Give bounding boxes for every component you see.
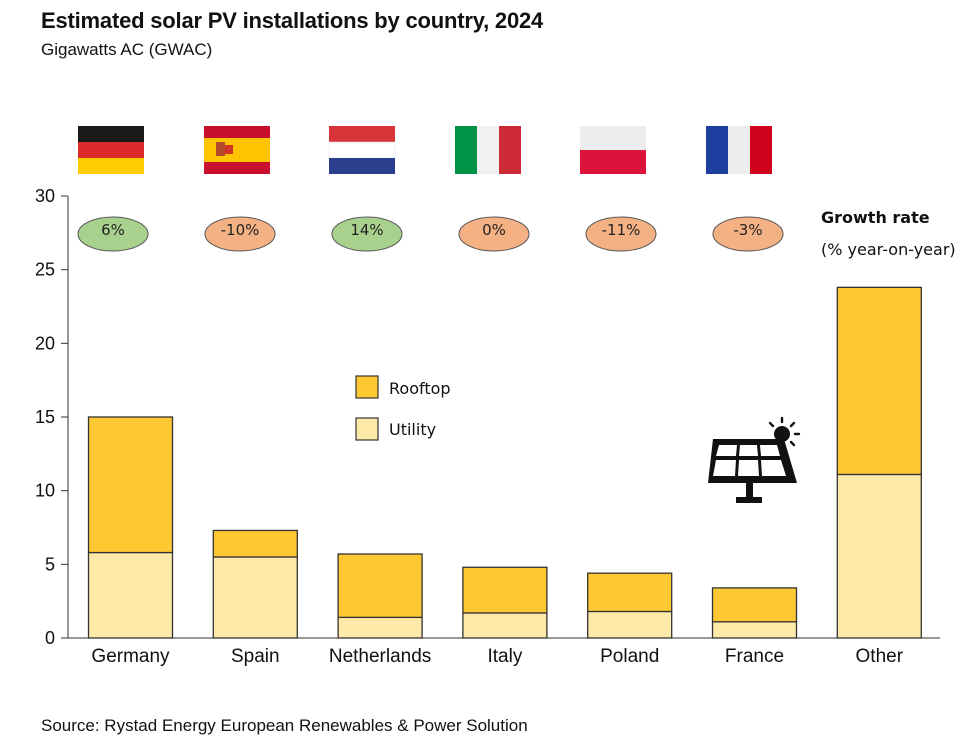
bar-utility-spain bbox=[212, 556, 298, 639]
solar-panel-sun-icon bbox=[708, 416, 801, 503]
growth-rate-sublabel: (% year-on-year) bbox=[821, 240, 956, 259]
y-tick-label: 25 bbox=[35, 260, 55, 280]
growth-rate-badge bbox=[204, 216, 276, 252]
legend-label-rooftop: Rooftop bbox=[389, 379, 451, 398]
x-tick-label: Italy bbox=[487, 646, 522, 667]
growth-rate-badge bbox=[585, 216, 657, 252]
source-note: Source: Rystad Energy European Renewable… bbox=[41, 716, 528, 735]
netherlands-flag-icon bbox=[328, 126, 396, 174]
growth-rate-value: 6% bbox=[101, 221, 125, 239]
growth-rate-badge bbox=[458, 216, 530, 252]
y-tick-label: 10 bbox=[35, 481, 55, 501]
y-tick-label: 30 bbox=[35, 186, 55, 206]
bar-utility-other bbox=[836, 473, 922, 639]
growth-rate-value: 0% bbox=[482, 221, 506, 239]
x-tick-label: Germany bbox=[91, 646, 170, 667]
poland-flag-icon bbox=[580, 126, 646, 174]
bar-rooftop-germany bbox=[87, 416, 174, 554]
bar-rooftop-other bbox=[836, 286, 922, 476]
chart-subtitle: Gigawatts AC (GWAC) bbox=[41, 40, 213, 59]
bar-rooftop-poland bbox=[587, 572, 673, 613]
bar-rooftop-france bbox=[711, 587, 798, 623]
bar-rooftop-spain bbox=[212, 529, 298, 558]
legend: Rooftop Utility bbox=[355, 375, 451, 441]
france-flag-icon bbox=[706, 126, 772, 174]
y-tick-label: 20 bbox=[35, 333, 55, 353]
bar-utility-netherlands bbox=[337, 616, 423, 639]
bar-utility-germany bbox=[87, 551, 174, 639]
chart-title: Estimated solar PV installations by coun… bbox=[41, 8, 544, 33]
bar-utility-poland bbox=[587, 610, 673, 639]
x-tick-label: Poland bbox=[600, 646, 659, 667]
growth-rate-badge bbox=[712, 216, 784, 252]
growth-rate-value: 14% bbox=[350, 221, 383, 239]
bar-utility-france bbox=[711, 621, 798, 639]
x-tick-label: France bbox=[725, 646, 784, 667]
bar-utility-italy bbox=[462, 612, 548, 639]
y-tick-label: 15 bbox=[35, 407, 55, 427]
growth-rate-value: -10% bbox=[221, 221, 260, 239]
x-tick-label: Other bbox=[856, 646, 904, 667]
x-tick-label: Netherlands bbox=[329, 646, 431, 667]
legend-label-utility: Utility bbox=[389, 420, 436, 439]
germany-flag-icon bbox=[78, 126, 144, 174]
growth-rate-value: -11% bbox=[602, 221, 641, 239]
growth-rate-value: -3% bbox=[733, 221, 762, 239]
growth-rate-label: Growth rate bbox=[821, 208, 930, 227]
y-tick-label: 5 bbox=[45, 554, 55, 574]
italy-flag-icon bbox=[455, 126, 521, 174]
legend-swatch-rooftop bbox=[355, 375, 379, 399]
spain-flag-icon bbox=[204, 126, 270, 174]
bar-rooftop-italy bbox=[462, 566, 548, 614]
growth-rate-badge bbox=[331, 216, 403, 252]
y-tick-label: 0 bbox=[45, 628, 55, 648]
legend-swatch-utility bbox=[355, 417, 379, 441]
growth-rate-badge bbox=[77, 216, 149, 252]
bar-rooftop-netherlands bbox=[337, 553, 423, 619]
x-tick-label: Spain bbox=[231, 646, 280, 667]
